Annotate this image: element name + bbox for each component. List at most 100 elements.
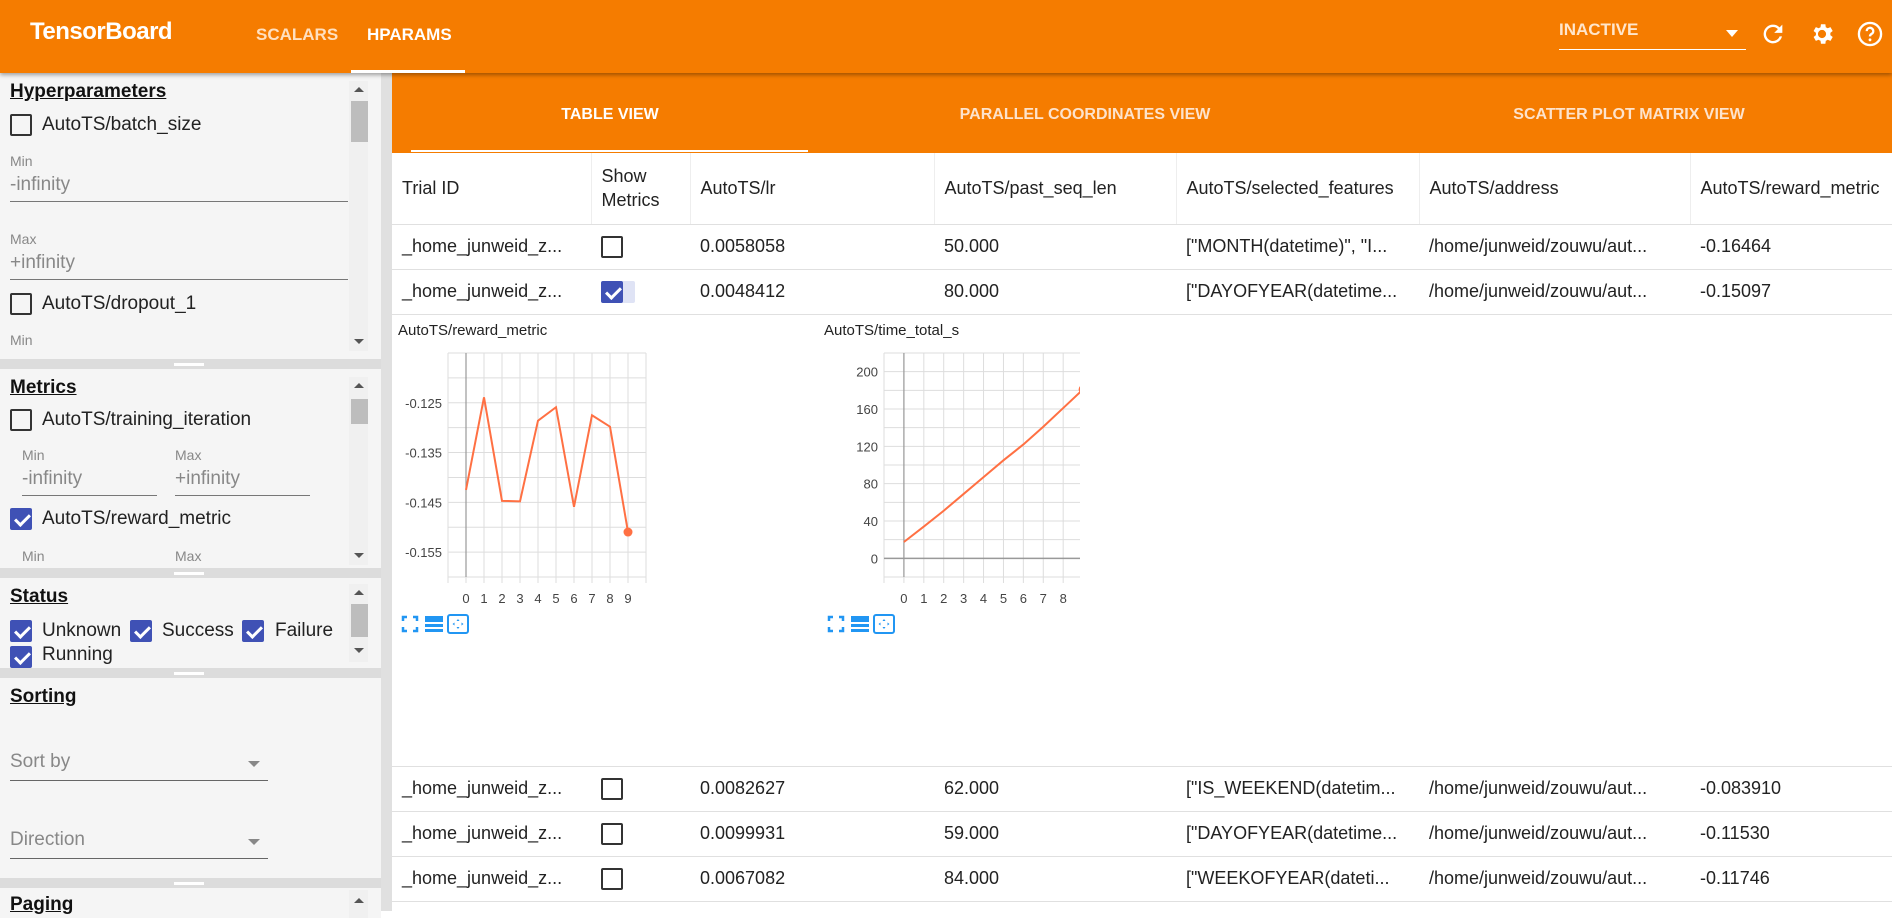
scrollbar[interactable]	[349, 890, 368, 918]
show-metrics-checkbox-cell[interactable]	[591, 811, 690, 857]
cell-lr: 0.0099931	[690, 811, 934, 857]
reward-metric-chart: -0.125 -0.135 -0.145 -0.155 0 1 2 3 4 5 6 7 8 9	[405, 352, 647, 606]
show-metrics-checkbox[interactable]	[601, 235, 623, 258]
metrics-section-cont: -infinity +infinity AutoTS/reward_metric…	[0, 468, 381, 568]
checkbox-batch-size[interactable]	[10, 114, 32, 136]
resize-handle[interactable]	[174, 363, 204, 366]
show-metrics-checkbox[interactable]	[601, 777, 623, 800]
checkbox-failure[interactable]	[242, 620, 264, 642]
scrollbar[interactable]	[349, 377, 368, 565]
show-metrics-checkbox-cell[interactable]	[591, 766, 690, 812]
y-tick-label: 0	[871, 551, 878, 566]
x-tick-label: 2	[498, 591, 505, 606]
checkbox-reward-metric[interactable]	[10, 508, 32, 530]
column-header: Show Metrics	[591, 153, 691, 225]
scrollbar[interactable]	[349, 584, 368, 662]
fullscreen-icon[interactable]	[824, 612, 848, 636]
cell-past: 62.000	[934, 766, 1176, 812]
cell-lr: 0.0058058	[690, 224, 934, 270]
section-title: Status	[10, 586, 69, 607]
column-header[interactable]: AutoTS/reward_metric	[1690, 153, 1892, 225]
show-metrics-checkbox[interactable]	[601, 280, 623, 303]
x-tick-label: 5	[552, 591, 559, 606]
fullscreen-icon[interactable]	[398, 612, 422, 636]
checkbox-unknown[interactable]	[10, 620, 32, 642]
x-tick-label: 4	[534, 591, 541, 606]
checkbox-success[interactable]	[130, 620, 152, 642]
x-tick-label: 9	[1079, 591, 1080, 606]
reload-icon[interactable]	[1759, 20, 1787, 48]
field-label: Min	[22, 548, 45, 564]
view-tabs: TABLE VIEW PARALLEL COORDINATES VIEW SCA…	[392, 73, 1892, 153]
checkbox-training-iteration[interactable]	[10, 409, 32, 431]
toggle-log-scale-icon[interactable]	[422, 612, 446, 636]
show-metrics-checkbox-cell[interactable]	[591, 856, 690, 902]
cell-past: 50.000	[934, 224, 1176, 270]
help-icon[interactable]	[1856, 20, 1884, 48]
dropdown-caret-icon	[248, 839, 260, 845]
tab-scatter-plot-matrix-view[interactable]: SCATTER PLOT MATRIX VIEW	[1513, 106, 1745, 123]
cell-address: /home/junweid/zouwu/aut...	[1419, 766, 1690, 812]
table-row: _home_junweid_z... 0.0058058 50.000 ["MONTH…	[392, 224, 1892, 270]
cell-address: /home/junweid/zouwu/aut...	[1419, 269, 1690, 315]
dropdown-caret-icon	[1726, 30, 1738, 37]
cell-reward: -0.11746	[1690, 856, 1892, 902]
x-tick-label: 1	[920, 591, 927, 606]
x-tick-label: 3	[960, 591, 967, 606]
checkbox-label: AutoTS/dropout_1	[42, 293, 197, 314]
resize-handle[interactable]	[174, 572, 204, 575]
direction-select[interactable]: Direction	[10, 829, 268, 859]
tab-parallel-coordinates-view[interactable]: PARALLEL COORDINATES VIEW	[959, 106, 1211, 123]
panel-divider[interactable]	[381, 73, 392, 911]
column-header[interactable]: AutoTS/past_seq_len	[934, 153, 1177, 225]
metrics-section: Metrics AutoTS/training_iteration Min Ma…	[0, 369, 381, 468]
cell-past: 84.000	[934, 856, 1176, 902]
training-iteration-max-input[interactable]: +infinity	[175, 468, 310, 496]
column-header[interactable]: AutoTS/address	[1419, 153, 1691, 225]
fit-domain-icon[interactable]	[446, 612, 470, 636]
checkbox-label: AutoTS/batch_size	[42, 114, 202, 135]
column-header[interactable]: Trial ID	[392, 153, 592, 225]
scrollbar[interactable]	[349, 81, 368, 351]
x-tick-label: 9	[624, 591, 631, 606]
nav-scalars[interactable]: SCALARS	[256, 25, 339, 44]
data-point	[623, 527, 633, 537]
fit-domain-icon[interactable]	[872, 612, 896, 636]
cell-past: 59.000	[934, 811, 1176, 857]
batch-size-max-input[interactable]: +infinity	[10, 252, 348, 280]
app-title: TensorBoard	[30, 18, 173, 45]
time-total-chart: 040801201602000123456789	[856, 352, 1080, 606]
column-header[interactable]: AutoTS/lr	[690, 153, 935, 225]
resize-handle[interactable]	[174, 672, 204, 675]
cell-lr: 0.0048412	[690, 269, 934, 315]
status-section: Status Unknown Success Failure Running	[0, 578, 381, 668]
sort-by-select[interactable]: Sort by	[10, 751, 268, 781]
show-metrics-checkbox-cell[interactable]	[591, 269, 690, 315]
tab-table-view[interactable]: TABLE VIEW	[561, 106, 659, 123]
show-metrics-checkbox[interactable]	[601, 867, 623, 890]
table-row: _home_junweid_z... 0.0048412 80.000 ["DAYOF…	[392, 269, 1892, 315]
section-title: Metrics	[10, 377, 77, 398]
cell-reward: -0.16464	[1690, 224, 1892, 270]
section-title: Sorting	[10, 686, 77, 707]
show-metrics-checkbox-cell[interactable]	[591, 224, 690, 270]
nav-active-indicator	[351, 70, 465, 73]
training-iteration-min-input[interactable]: -infinity	[22, 468, 157, 496]
nav-hparams[interactable]: HPARAMS	[367, 25, 452, 44]
section-title: Paging	[10, 894, 74, 915]
column-header[interactable]: AutoTS/selected_features	[1176, 153, 1420, 225]
cell-trial: _home_junweid_z...	[392, 811, 591, 857]
active-tab-indicator	[411, 150, 808, 152]
x-tick-label: 1	[480, 591, 487, 606]
y-tick-label: -0.135	[405, 446, 442, 461]
resize-handle[interactable]	[174, 882, 204, 885]
data-point	[1078, 386, 1080, 393]
checkbox-dropout-1[interactable]	[10, 293, 32, 315]
checkbox-running[interactable]	[10, 646, 32, 668]
settings-icon[interactable]	[1808, 20, 1836, 48]
cell-trial: _home_junweid_z...	[392, 856, 591, 902]
show-metrics-checkbox[interactable]	[601, 822, 623, 845]
batch-size-min-input[interactable]: -infinity	[10, 174, 348, 202]
toggle-log-scale-icon[interactable]	[848, 612, 872, 636]
inactive-runs-select[interactable]: INACTIVE	[1559, 20, 1746, 50]
